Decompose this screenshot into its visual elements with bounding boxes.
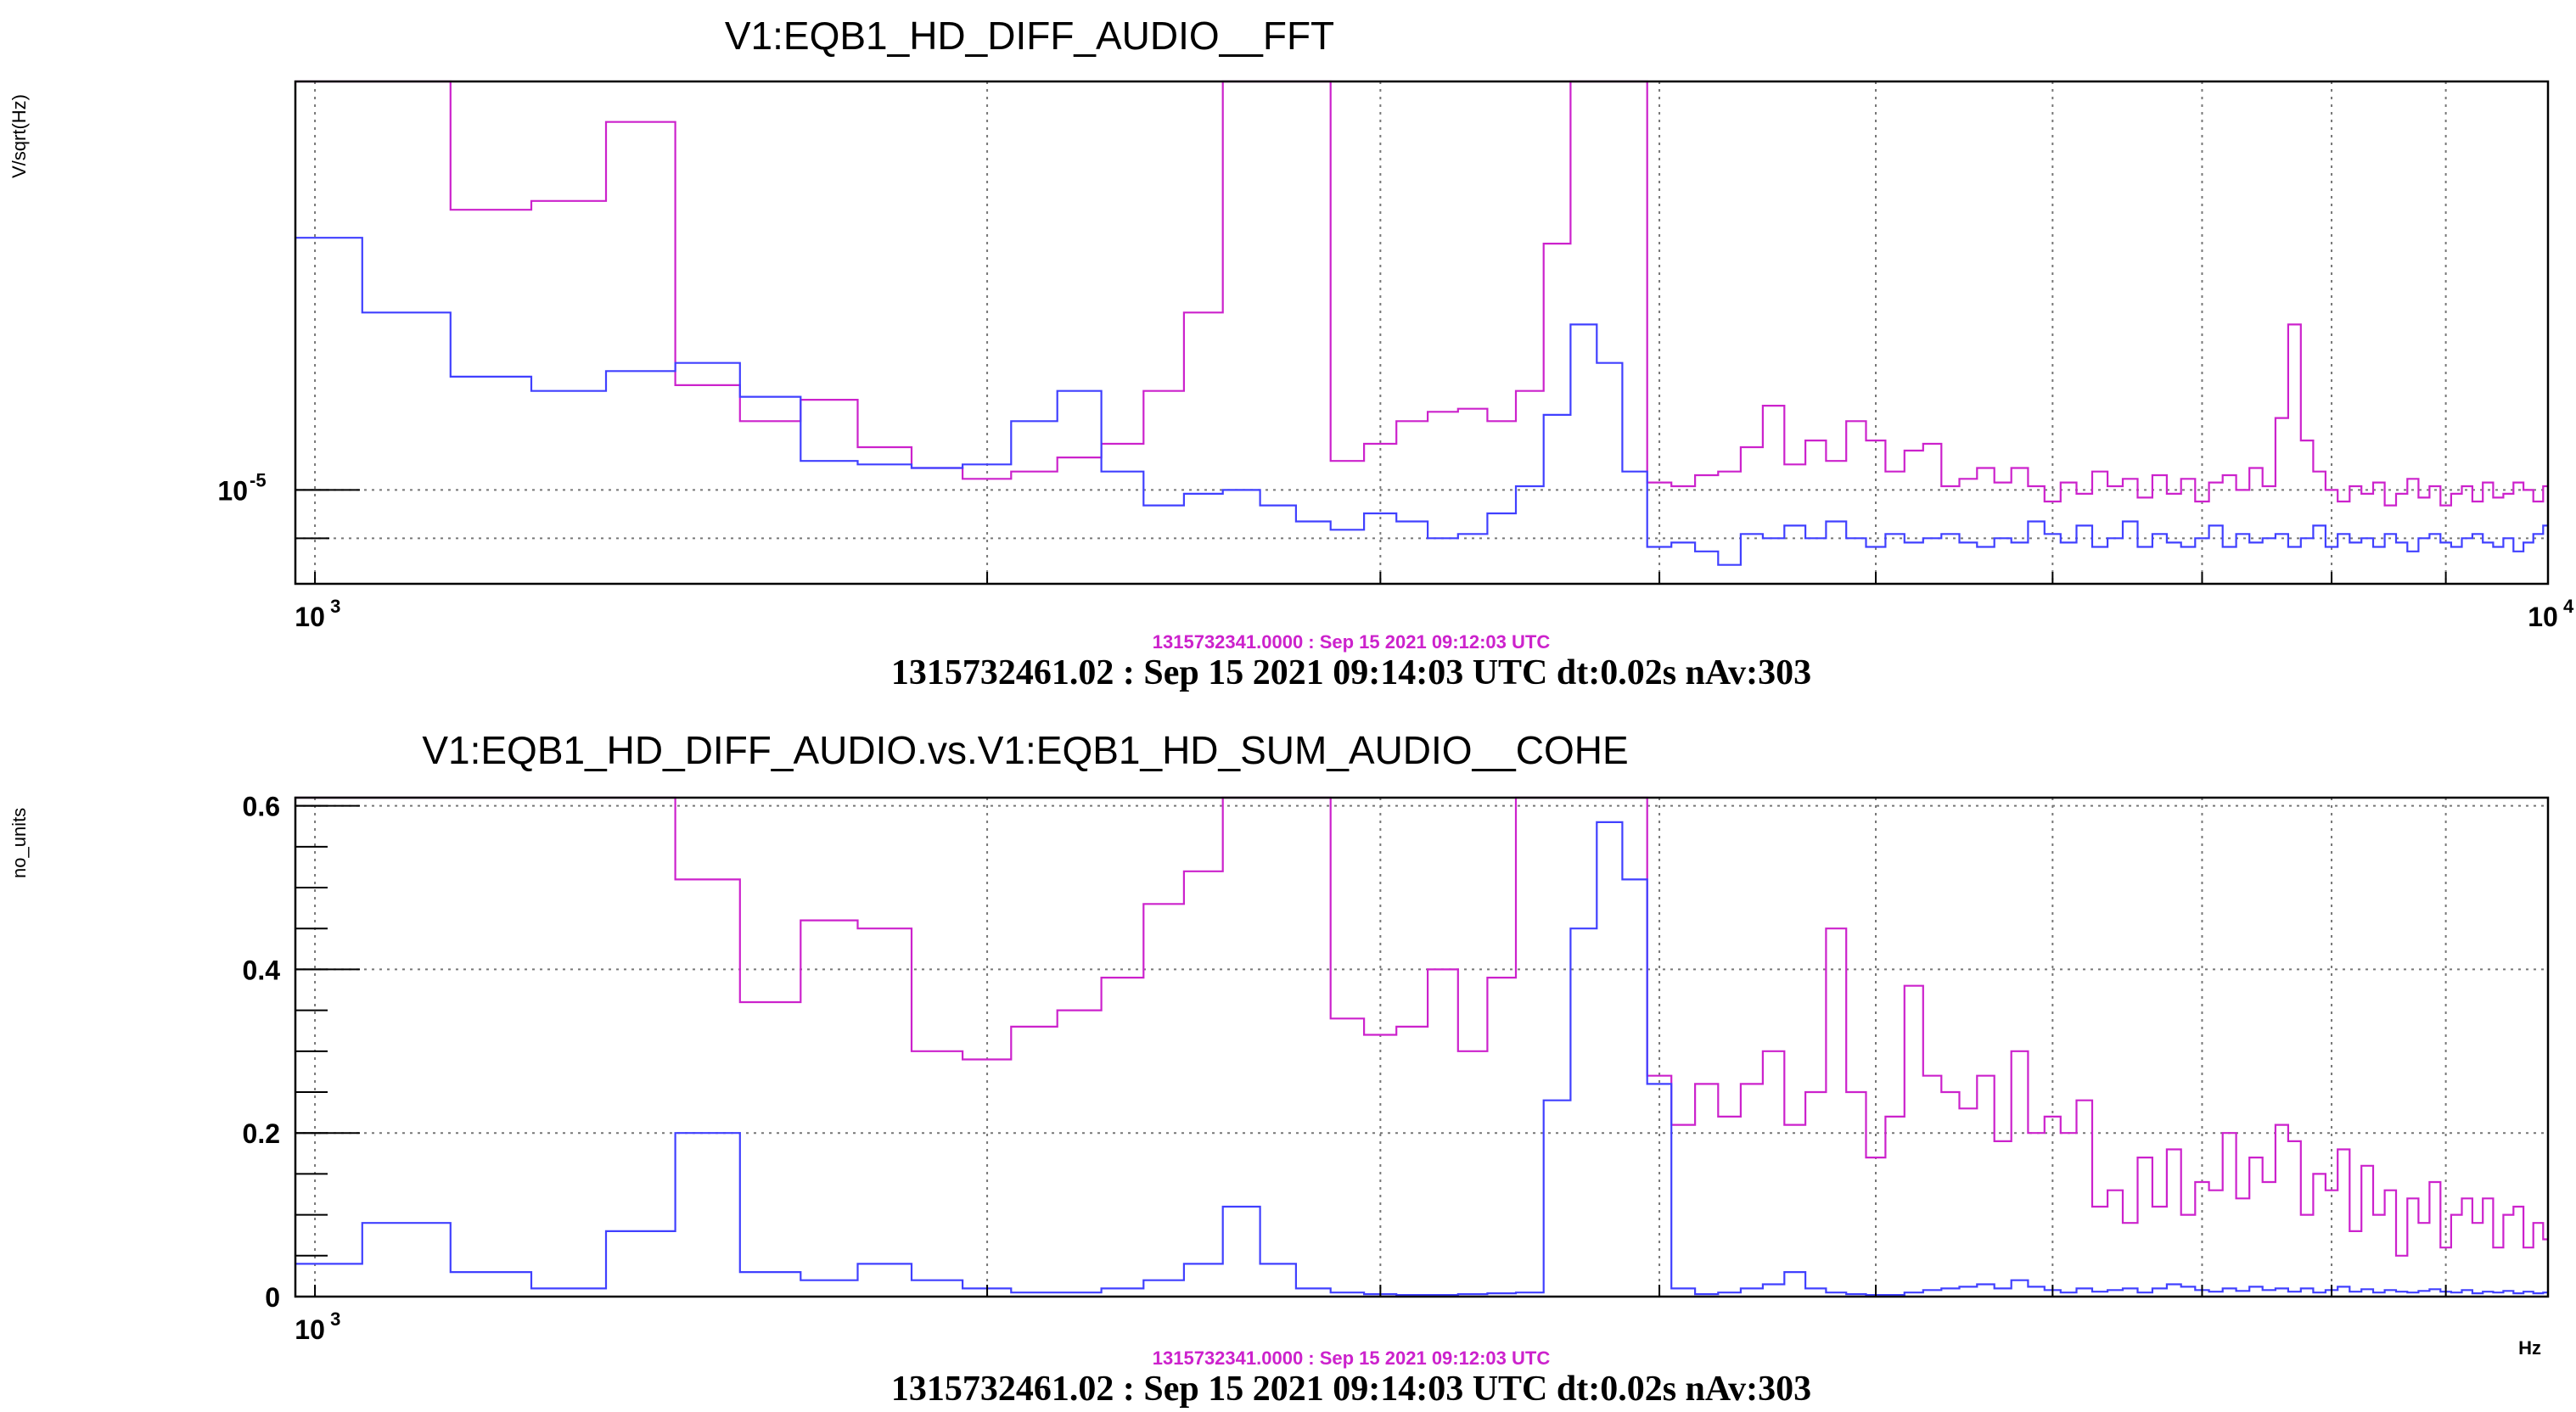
series-line-0 bbox=[295, 796, 2548, 1257]
coherence-reference-time: 1315732341.0000 : Sep 15 2021 09:12:03 U… bbox=[1153, 1348, 1551, 1369]
coherence-axis-ticks: 10 3 0 0.2 0.4 0.6 bbox=[243, 792, 2549, 1345]
x-tick-label: 10 bbox=[295, 1314, 325, 1345]
series-line-1 bbox=[295, 237, 2548, 566]
coherence-grid bbox=[295, 798, 2548, 1297]
fft-reference-time: 1315732341.0000 : Sep 15 2021 09:12:03 U… bbox=[1153, 631, 1551, 653]
x-tick-exponent: 3 bbox=[330, 1308, 340, 1330]
coherence-panel: V1:EQB1_HD_DIFF_AUDIO.vs.V1:EQB1_HD_SUM_… bbox=[8, 728, 2550, 1409]
fft-title: V1:EQB1_HD_DIFF_AUDIO__FFT bbox=[725, 14, 1334, 58]
y-tick-label: 0.2 bbox=[243, 1118, 280, 1149]
y-tick-label: 0.4 bbox=[243, 955, 281, 985]
fft-grid bbox=[295, 81, 2548, 584]
coherence-y-axis-label: no_units bbox=[8, 808, 30, 878]
coherence-plot-frame bbox=[294, 796, 2550, 1298]
fft-timestamp: 1315732461.02 : Sep 15 2021 09:14:03 UTC… bbox=[891, 653, 1811, 692]
fft-plot-frame bbox=[294, 80, 2550, 586]
x-tick-label: 10 bbox=[295, 602, 325, 632]
fft-panel: V1:EQB1_HD_DIFF_AUDIO__FFT V/sqrt(Hz) 10… bbox=[8, 14, 2574, 692]
coherence-timestamp: 1315732461.02 : Sep 15 2021 09:14:03 UTC… bbox=[891, 1370, 1811, 1409]
y-tick-exponent: -5 bbox=[250, 469, 267, 490]
fft-series-group bbox=[295, 80, 2548, 566]
series-line-1 bbox=[295, 821, 2548, 1297]
y-tick-label: 0 bbox=[265, 1282, 280, 1313]
x-tick-label: 10 bbox=[2528, 602, 2558, 632]
coherence-x-axis-label: Hz bbox=[2518, 1337, 2541, 1359]
y-tick-label: 0.6 bbox=[243, 792, 280, 822]
fft-y-axis-label: V/sqrt(Hz) bbox=[8, 94, 30, 178]
fft-axis-ticks: 10 3 10 410 -5 bbox=[217, 469, 2574, 632]
coherence-series-group bbox=[295, 796, 2548, 1297]
series-line-0 bbox=[295, 80, 2548, 507]
y-tick-label: 10 bbox=[217, 475, 248, 506]
coherence-title: V1:EQB1_HD_DIFF_AUDIO.vs.V1:EQB1_HD_SUM_… bbox=[422, 728, 1628, 772]
x-tick-exponent: 4 bbox=[2563, 596, 2574, 617]
x-tick-exponent: 3 bbox=[330, 596, 340, 617]
